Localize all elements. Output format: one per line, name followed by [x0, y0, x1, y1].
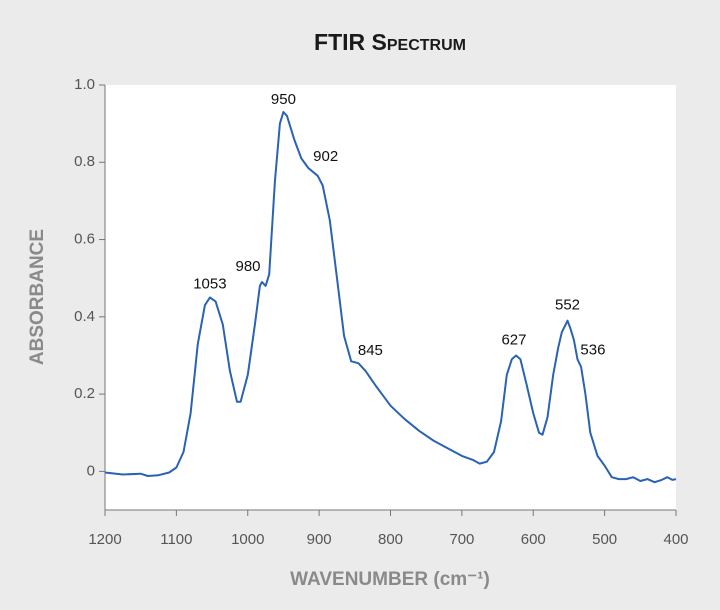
x-tick-label: 600	[521, 531, 546, 548]
x-tick-label: 1200	[88, 531, 121, 548]
peak-label: 902	[313, 148, 338, 165]
peak-label: 627	[501, 331, 526, 348]
y-tick-label: 1.0	[74, 76, 95, 93]
y-tick-label: 0.4	[74, 308, 95, 325]
y-tick-label: 0.2	[74, 385, 95, 402]
x-tick-label: 700	[449, 531, 474, 548]
x-tick-label: 1000	[231, 531, 264, 548]
x-tick-label: 900	[307, 531, 332, 548]
x-tick-label: 500	[592, 531, 617, 548]
spectrum-line	[104, 111, 677, 484]
peak-label: 845	[358, 342, 383, 359]
peak-label: 950	[271, 91, 296, 108]
x-tick-label: 400	[663, 531, 688, 548]
y-tick-label: 0.8	[74, 153, 95, 170]
peak-label: 980	[236, 258, 261, 275]
peak-label: 536	[580, 341, 605, 358]
peak-label: 1053	[193, 275, 226, 292]
x-tick-label: 1100	[160, 531, 192, 548]
plot-area	[105, 85, 676, 510]
y-tick-label: 0.6	[74, 231, 95, 248]
y-tick-label: 0	[87, 462, 95, 479]
chart-title: FTIR Spectrum	[314, 29, 466, 55]
peak-label: 552	[555, 297, 580, 314]
x-tick-label: 800	[378, 531, 403, 548]
y-axis-label: ABSORBANCE	[27, 229, 48, 365]
x-axis-label: WAVENUMBER (cm⁻¹)	[290, 569, 490, 590]
